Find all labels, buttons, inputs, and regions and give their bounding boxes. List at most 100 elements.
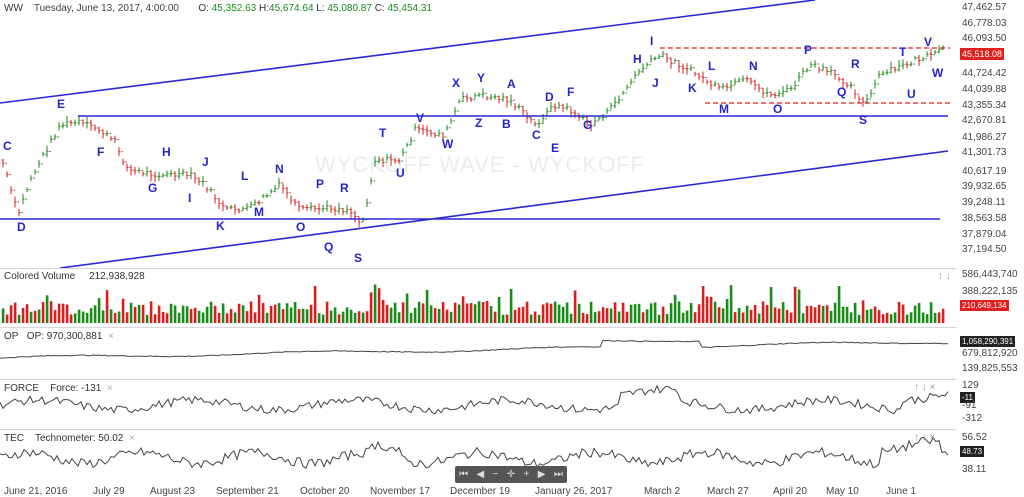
tec-title-text: TEC [4, 433, 24, 444]
tec-arrows-icon[interactable]: ↑ ↓ × [914, 432, 936, 443]
force-pane[interactable]: FORCE Force: -131 × ↑ ↓ × 129 -11 -91 -3… [0, 380, 1024, 429]
volume-bar [249, 301, 253, 323]
volume-bar [41, 302, 45, 323]
op-chart[interactable] [0, 328, 956, 379]
volume-bar [345, 307, 349, 323]
volume-bar [661, 306, 665, 323]
volume-bar [621, 302, 625, 323]
volume-bar [901, 304, 905, 323]
volume-bar [505, 314, 509, 323]
datetime-label: Tuesday, June 13, 2017, 4:00:00 [33, 3, 179, 14]
volume-bar [185, 306, 189, 323]
close-value: 45,454.31 [387, 3, 432, 14]
volume-bar [281, 309, 285, 323]
force-arrows-icon[interactable]: ↑ ↓ × [914, 382, 936, 393]
price-tick: 42,670.81 [962, 115, 1007, 126]
volume-bar [797, 289, 801, 323]
volume-bar [649, 303, 653, 323]
tec-axis: 56.52 48.73 38.11 [956, 430, 1024, 484]
nav-first-icon[interactable]: ⏮ [459, 469, 469, 480]
volume-bar [801, 313, 805, 323]
volume-bar [885, 312, 889, 323]
volume-close-icon[interactable]: ↑ ↓ [938, 271, 951, 282]
volume-bar [613, 302, 617, 323]
volume-bar [261, 302, 265, 323]
volume-bar [625, 311, 629, 323]
volume-bar [729, 285, 733, 323]
wave-label: K [688, 81, 697, 95]
wave-label: H [162, 145, 171, 159]
open-value: 45,352.63 [211, 3, 257, 14]
volume-tick: 586,443,740 [962, 269, 1018, 280]
low-value: 45,080.87 [327, 3, 372, 14]
volume-bar [553, 301, 557, 323]
volume-bar [157, 305, 161, 323]
volume-bar [465, 303, 469, 323]
volume-bar [213, 305, 217, 323]
op-close-icon[interactable]: × [107, 331, 114, 342]
volume-bar [873, 306, 877, 323]
volume-bar [393, 302, 397, 323]
volume-value: 212,938,928 [89, 271, 145, 282]
price-tick: 41,301.73 [962, 147, 1007, 158]
volume-bar [869, 309, 873, 323]
lower-channel-line[interactable] [59, 150, 949, 268]
nav-zoom-out-icon[interactable]: − [492, 469, 499, 480]
tec-close-icon[interactable]: × [128, 433, 135, 444]
wave-label: A [507, 77, 516, 91]
price-chart[interactable]: WYCKOFF WAVE - WYCKOFF CDEFGHIJKLMNOPQRS… [0, 0, 956, 268]
wave-label: S [354, 251, 362, 265]
volume-bar [289, 307, 293, 323]
volume-bar [857, 314, 861, 323]
wave-label: C [3, 139, 12, 153]
wave-label: D [545, 90, 554, 104]
volume-chart[interactable]: ↑ ↓ [0, 269, 956, 327]
wave-label: R [340, 181, 349, 195]
volume-bar [817, 304, 821, 323]
volume-bar [825, 305, 829, 323]
volume-bar [805, 305, 809, 323]
volume-title: Colored Volume 212,938,928 [4, 271, 145, 282]
tec-line [0, 436, 949, 469]
volume-bar [741, 312, 745, 323]
volume-bar [201, 312, 205, 323]
volume-bar [457, 304, 461, 323]
nav-prev-icon[interactable]: ◀ [476, 469, 485, 480]
force-close-icon[interactable]: × [106, 383, 113, 394]
price-pane[interactable]: WW Tuesday, June 13, 2017, 4:00:00 O: 45… [0, 0, 1024, 268]
volume-bar [177, 312, 181, 323]
wave-label: U [396, 166, 405, 180]
volume-bar [837, 286, 841, 323]
volume-bar [549, 303, 553, 323]
volume-bar [197, 310, 201, 323]
volume-bar [749, 309, 753, 323]
volume-value-tag: 210,649,134 [960, 300, 1009, 311]
wave-label: L [241, 169, 248, 183]
volume-bar [141, 304, 145, 323]
price-tick: 39,932.65 [962, 181, 1007, 192]
nav-pan-icon[interactable]: ✛ [506, 469, 516, 480]
volume-bar [137, 304, 141, 323]
nav-next-icon[interactable]: ▶ [537, 469, 546, 480]
tec-chart[interactable]: ↑ ↓ × [0, 430, 956, 484]
price-tick: 44,724.42 [962, 68, 1007, 79]
upper-channel-line[interactable] [0, 0, 816, 104]
volume-bar [93, 305, 97, 323]
volume-bar [405, 293, 409, 323]
volume-bar [493, 311, 497, 323]
volume-bar [325, 301, 329, 323]
force-tick: -91 [962, 400, 977, 411]
wave-label: Q [324, 240, 333, 254]
op-pane[interactable]: OP OP: 970,300,881 × 1,058,290,391 679,8… [0, 328, 1024, 379]
force-chart[interactable]: ↑ ↓ × [0, 380, 956, 429]
nav-last-icon[interactable]: ⏭ [553, 469, 563, 480]
volume-bar [705, 296, 709, 323]
volume-pane[interactable]: Colored Volume 212,938,928 ↑ ↓ 586,443,7… [0, 269, 1024, 327]
date-tick: October 20 [300, 486, 350, 497]
nav-zoom-in-icon[interactable]: + [523, 469, 530, 480]
chart-navigator[interactable]: ⏮ ◀ − ✛ + ▶ ⏭ [455, 466, 567, 483]
tec-pane[interactable]: TEC Technometer: 50.02 × ↑ ↓ × 56.52 48.… [0, 430, 1024, 484]
volume-bar [349, 309, 353, 323]
volume-bar [293, 302, 297, 323]
price-tick: 47,462.57 [962, 2, 1007, 13]
